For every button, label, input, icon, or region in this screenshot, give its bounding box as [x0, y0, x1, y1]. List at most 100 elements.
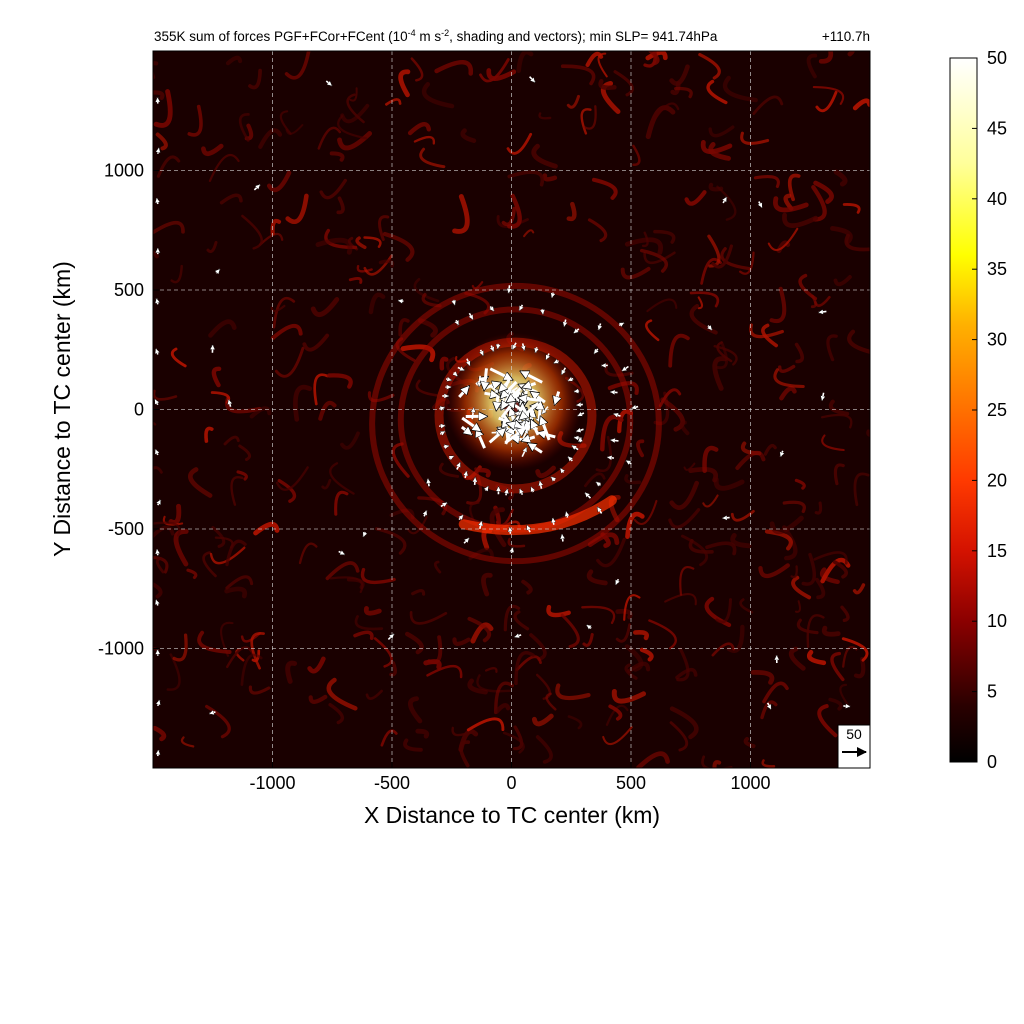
- texture-swirl: [501, 206, 516, 227]
- texture-swirl: [633, 499, 658, 525]
- texture-swirl: [769, 286, 787, 324]
- texture-swirl: [830, 651, 845, 682]
- force-vector: [572, 444, 579, 451]
- force-vector: [457, 463, 461, 470]
- texture-swirl: [407, 515, 428, 535]
- force-vector: [523, 343, 525, 350]
- force-vector: [521, 447, 528, 458]
- texture-swirl: [600, 532, 611, 548]
- texture-swirl: [706, 79, 728, 105]
- force-vector: [449, 455, 454, 458]
- texture-swirl: [409, 611, 448, 625]
- force-vector: [542, 308, 543, 314]
- texture-swirl: [326, 677, 358, 711]
- force-vector: [614, 578, 619, 585]
- texture-swirl: [787, 173, 801, 202]
- texture-swirl: [758, 563, 790, 579]
- rainband-arc: [458, 495, 617, 536]
- texture-swirl: [153, 250, 160, 259]
- texture-swirl: [360, 567, 396, 585]
- force-vector: [607, 457, 615, 458]
- texture-swirl: [813, 180, 834, 204]
- texture-swirl: [684, 190, 707, 206]
- texture-swirl: [155, 132, 168, 151]
- force-vector: [457, 367, 465, 372]
- texture-swirl: [318, 400, 337, 421]
- texture-swirl: [204, 426, 214, 443]
- texture-swirl: [566, 94, 580, 109]
- force-vector: [596, 507, 603, 514]
- force-vector: [156, 600, 158, 606]
- texture-swirl: [668, 333, 690, 368]
- texture-swirl: [567, 715, 583, 730]
- force-vector: [481, 349, 485, 356]
- texture-swirl: [679, 566, 695, 596]
- texture-swirl: [664, 593, 697, 606]
- texture-swirl: [439, 356, 449, 371]
- force-vector: [529, 420, 540, 436]
- texture-swirl: [380, 729, 398, 747]
- texture-swirl: [201, 143, 224, 156]
- texture-swirl: [763, 443, 777, 456]
- texture-swirl: [466, 717, 505, 732]
- force-vector: [551, 477, 555, 481]
- force-vector: [456, 320, 460, 325]
- force-vector: [387, 634, 394, 641]
- texture-swirl: [648, 51, 660, 66]
- texture-swirl: [208, 154, 240, 182]
- texture-swirl: [310, 297, 340, 318]
- texture-swirl: [608, 704, 623, 721]
- force-vector: [454, 373, 458, 377]
- force-vector: [562, 534, 563, 542]
- texture-swirl: [355, 236, 367, 250]
- texture-swirl: [607, 381, 639, 395]
- texture-swirl: [325, 561, 360, 581]
- force-vector: [626, 459, 632, 464]
- texture-swirl: [496, 215, 529, 228]
- texture-swirl: [224, 586, 248, 599]
- force-vector: [822, 392, 824, 401]
- force-vector: [708, 326, 712, 330]
- texture-swirl: [815, 577, 826, 600]
- texture-swirl: [272, 296, 296, 329]
- force-vector: [424, 511, 426, 517]
- texture-swirl: [752, 95, 784, 115]
- colorbar: 0 5 10 15 20 25 30 35 40 45 50: [949, 48, 1007, 772]
- texture-swirl: [374, 527, 407, 555]
- texture-swirl: [186, 568, 198, 579]
- texture-swirl: [796, 618, 819, 635]
- texture-swirl: [250, 632, 265, 670]
- texture-swirl: [476, 674, 511, 693]
- texture-swirl: [653, 102, 680, 121]
- force-vector: [554, 361, 559, 364]
- texture-swirl: [507, 193, 522, 229]
- texture-swirl: [308, 694, 328, 704]
- force-vector: [158, 148, 159, 154]
- force-vector: [542, 406, 549, 414]
- force-vector: [528, 441, 543, 454]
- texture-swirl: [382, 231, 415, 262]
- texture-swirl: [153, 421, 157, 426]
- colorbar-tick-label: 45: [987, 118, 1007, 138]
- texture-swirl: [531, 713, 554, 727]
- texture-swirl: [683, 462, 696, 471]
- force-vector: [535, 347, 536, 352]
- force-vector: [363, 532, 365, 537]
- force-vector: [499, 379, 511, 392]
- force-vector: [566, 512, 567, 518]
- texture-swirl: [722, 75, 758, 103]
- chart-title: 355K sum of forces PGF+FCor+FCent (10-4 …: [154, 28, 718, 44]
- texture-swirl: [413, 277, 440, 303]
- force-vector: [469, 312, 474, 319]
- force-vector: [522, 437, 536, 441]
- texture-swirl: [415, 379, 438, 397]
- texture-swirl: [489, 507, 507, 548]
- colorbar-tick-label: 25: [987, 400, 1007, 420]
- texture-swirl: [660, 397, 685, 432]
- texture-swirl: [620, 266, 651, 280]
- texture-swirl: [253, 521, 280, 536]
- texture-swirl: [202, 551, 217, 578]
- texture-swirl: [248, 685, 271, 695]
- texture-swirl: [815, 90, 838, 113]
- texture-swirl: [582, 632, 594, 647]
